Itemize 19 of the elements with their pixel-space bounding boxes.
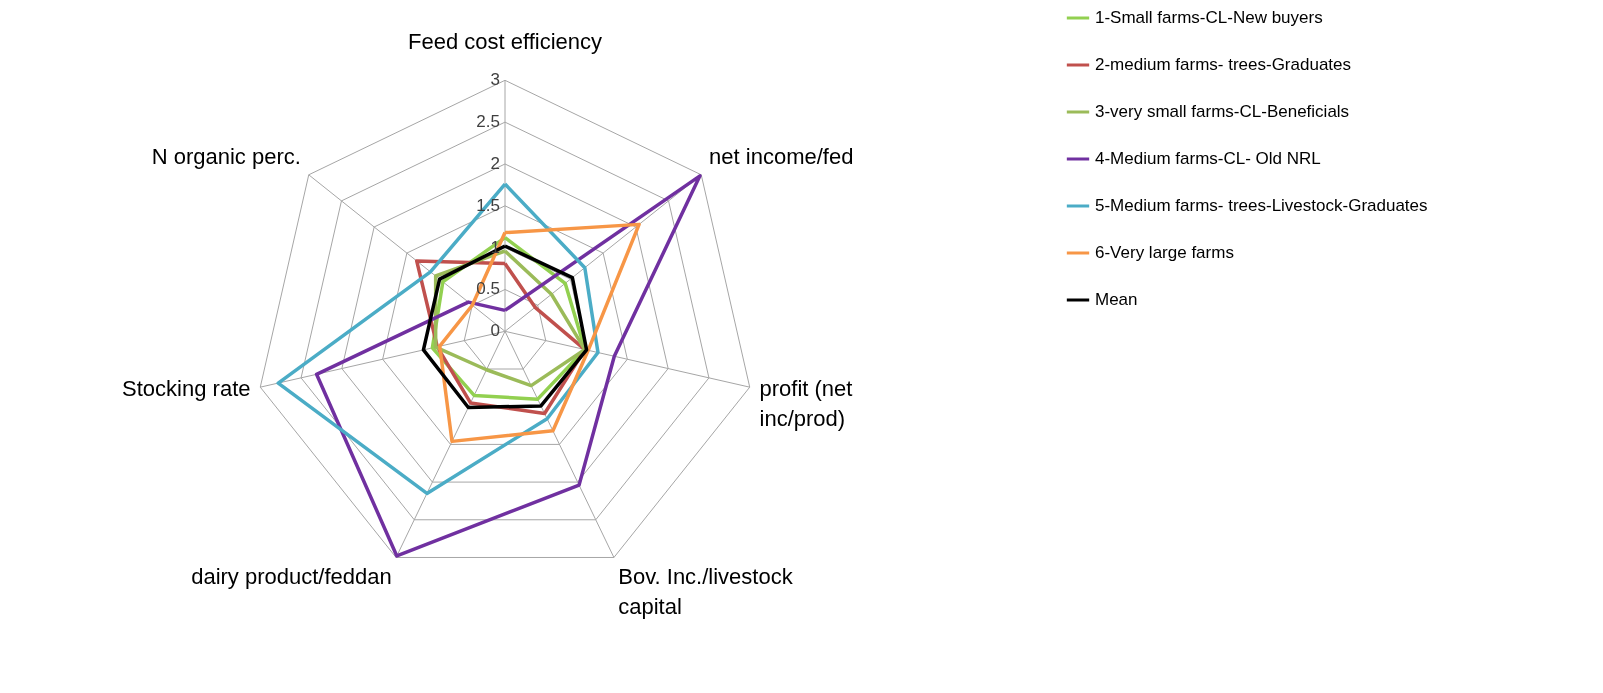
- legend-label: 6-Very large farms: [1095, 243, 1234, 262]
- spoke-label: N organic perc.: [151, 143, 301, 169]
- spoke-label: Feed cost efficiency: [407, 28, 603, 54]
- y-tick-label: 1: [490, 237, 500, 257]
- legend-label: 1-Small farms-CL-New buyers: [1095, 8, 1323, 27]
- spoke-label: net income/fed: [709, 143, 854, 169]
- spoke-label: Bov. Inc./livestock capital: [618, 563, 794, 619]
- spoke-label: dairy product/feddan: [191, 563, 392, 589]
- spoke-label: Stocking rate: [122, 376, 251, 402]
- legend-label: 4-Medium farms-CL- Old NRL: [1095, 149, 1321, 168]
- legend-label: Mean: [1095, 290, 1138, 309]
- y-tick-label: 2.5: [476, 112, 500, 132]
- legend-label: 5-Medium farms- trees-Livestock-Graduates: [1095, 196, 1428, 215]
- legend-label: 2-medium farms- trees-Graduates: [1095, 55, 1352, 74]
- y-tick-label: 0: [490, 321, 500, 341]
- y-tick-label: 2: [490, 153, 500, 173]
- y-tick-label: 3: [490, 70, 500, 90]
- spoke-label: profit (net inc/prod): [759, 376, 853, 432]
- legend-label: 3-very small farms-CL-Beneficials: [1095, 102, 1350, 121]
